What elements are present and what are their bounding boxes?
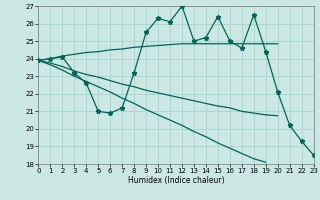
X-axis label: Humidex (Indice chaleur): Humidex (Indice chaleur) [128,176,224,185]
